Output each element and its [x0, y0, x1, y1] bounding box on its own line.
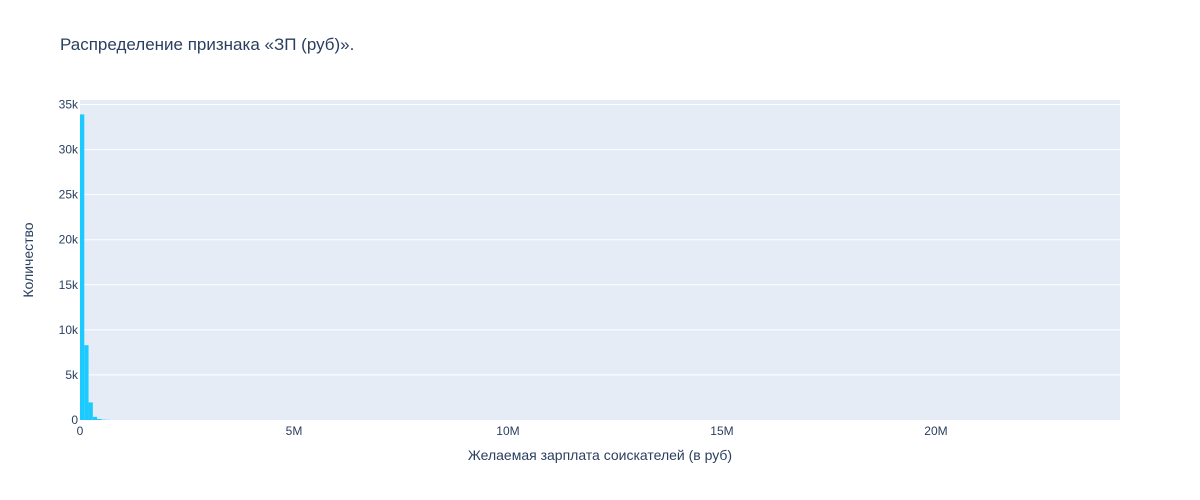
plot-area	[80, 100, 1120, 420]
y-tick-label: 0	[71, 413, 78, 427]
x-tick-label: 15M	[710, 424, 733, 438]
chart-title: Распределение признака «ЗП (руб)».	[60, 35, 354, 54]
x-tick-label: 20M	[924, 424, 947, 438]
histogram-bar	[92, 416, 98, 420]
x-tick-label: 10M	[496, 424, 519, 438]
x-tick-label: 5M	[286, 424, 303, 438]
gridlines	[80, 104, 1120, 376]
y-tick-label: 10k	[59, 323, 79, 337]
x-axis-title: Желаемая зарплата соискателей (в руб)	[468, 447, 732, 463]
y-tick-label: 25k	[59, 188, 79, 202]
histogram-bar	[84, 345, 89, 420]
y-tick-label: 5k	[65, 368, 79, 382]
y-axis-ticks: 0 5k 10k 15k 20k 25k 30k 35k	[59, 98, 79, 427]
x-axis-ticks: 0 5M 10M 15M 20M	[77, 424, 948, 438]
y-tick-label: 30k	[59, 143, 79, 157]
y-tick-label: 35k	[59, 98, 79, 112]
histogram-bar	[80, 114, 85, 420]
histogram-bar	[88, 402, 93, 420]
x-tick-label: 0	[77, 424, 84, 438]
y-axis-title: Количество	[20, 222, 36, 297]
y-tick-label: 15k	[59, 278, 79, 292]
y-tick-label: 20k	[59, 233, 79, 247]
bars	[80, 114, 110, 420]
histogram-bar	[97, 419, 102, 420]
